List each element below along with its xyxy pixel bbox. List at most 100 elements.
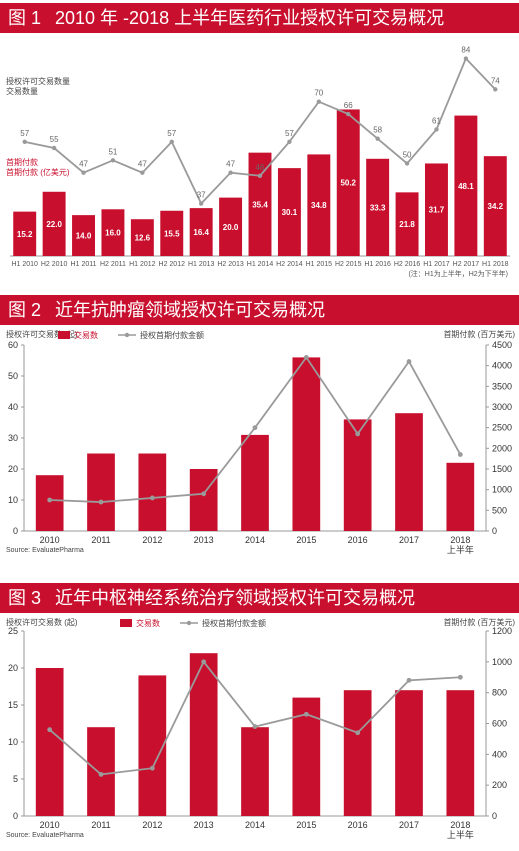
bar: [138, 675, 167, 816]
bar-data-label: 16.4: [193, 228, 209, 237]
line-point: [140, 170, 145, 175]
bar-data-label: 50.2: [340, 179, 356, 188]
y-axis-right-title: 首期付款 (百万美元): [443, 617, 515, 627]
line-data-label: 57: [20, 129, 29, 138]
x-tick-label: 2010: [40, 535, 60, 545]
x-tick-label: 2018: [450, 820, 470, 830]
y-left-tick-label: 30: [8, 433, 18, 443]
y-right-tick-label: 500: [492, 505, 507, 515]
line-data-label: 74: [491, 76, 500, 85]
bar-data-label: 48.1: [458, 182, 474, 191]
chart-3-number: 图 3: [8, 588, 42, 608]
legend-line-marker: [124, 332, 130, 338]
bar-data-label: 31.7: [429, 206, 445, 215]
legend-line-label: 授权许可交易数量: [6, 76, 70, 86]
bar-data-label: 20.0: [223, 223, 239, 232]
y-right-tick-label: 0: [492, 811, 497, 821]
x-tick-label: H1 2016: [364, 261, 391, 268]
y-right-tick-label: 4000: [492, 361, 512, 371]
y-left-tick-label: 10: [8, 737, 18, 747]
chart-1-title: 2010 年 -2018 上半年医药行业授权许可交易概况: [55, 8, 445, 28]
y-right-tick-label: 1000: [492, 485, 512, 495]
bar: [395, 690, 423, 816]
bar: [35, 668, 64, 816]
x-tick-label: H1 2015: [306, 261, 333, 268]
line-data-label: 47: [79, 160, 88, 169]
y-left-tick-label: 40: [8, 402, 18, 412]
line-point: [303, 355, 309, 360]
line-point: [169, 139, 174, 145]
y-right-tick-label: 1200: [492, 626, 512, 636]
x-tick-label: H1 2011: [71, 261, 97, 268]
line-point: [463, 56, 469, 61]
chart-panel-3: 图 3 近年中枢神经系统治疗领域授权许可交易概况 0 5 10 15 20 25 0 200 40…: [0, 583, 519, 851]
bar: [241, 434, 269, 531]
x-tick-label: H1 2012: [129, 261, 156, 268]
bar: [189, 469, 218, 531]
bar: [343, 690, 372, 816]
chart-2-plot: 0 10 20 30 40 50 60 0 500 1000 1500 2000 2500 3000 350…: [6, 329, 515, 555]
bar: [72, 215, 95, 256]
x-tick-label: H1 2014: [247, 261, 274, 268]
bar-data-label: 34.2: [488, 202, 504, 211]
bar: [160, 210, 184, 256]
line-data-label: 66: [344, 101, 353, 110]
line-point: [375, 136, 380, 141]
line-point: [404, 161, 410, 166]
chart-panel-2: 图 2 近年抗肿瘤领域授权许可交易概况 0 10 20 30 40 50 60 0 500 1000…: [0, 295, 519, 570]
x-tick-label: 2014: [245, 535, 265, 545]
legend-line-label: 授权首期付款金额: [202, 618, 266, 628]
line-point: [257, 173, 263, 178]
bar: [425, 163, 448, 256]
legend-line-marker: [186, 620, 192, 626]
x-tick-sublabel: 上半年: [447, 544, 474, 555]
x-tick-label: 2013: [194, 820, 214, 830]
y-left-tick-label: 25: [8, 626, 18, 636]
chart-1-plot: 15.2 H1 2010 22.0 H2 2010 14.0 H1 2011 16.0 H2 …: [6, 46, 510, 278]
x-tick-label: H1 2018: [482, 261, 509, 268]
bar: [138, 453, 167, 531]
bar-data-label: 15.5: [164, 229, 180, 238]
chart-3-header: 图 3 近年中枢神经系统治疗领域授权许可交易概况: [0, 583, 519, 613]
y-left-tick-label: 5: [13, 774, 18, 784]
chart-3-title: 近年中枢神经系统治疗领域授权许可交易概况: [55, 588, 416, 608]
x-tick-label: H2 2012: [159, 261, 186, 268]
bar: [277, 168, 301, 256]
legend-line-unit: 交易数量: [6, 86, 38, 96]
bar: [292, 357, 321, 531]
line-point: [287, 139, 292, 145]
bar: [395, 413, 423, 531]
legend-bar-unit: 首期付款 (亿美元): [6, 167, 70, 177]
line-point: [81, 170, 86, 175]
x-tick-label: 2010: [40, 820, 60, 830]
line-point: [434, 127, 439, 132]
line-data-label: 70: [314, 89, 323, 98]
y-left-tick-label: 20: [8, 663, 18, 673]
x-tick-label: 2012: [142, 820, 162, 830]
bar: [307, 154, 331, 256]
line-point: [493, 87, 498, 92]
x-tick-label: 2011: [91, 820, 110, 830]
line-data-label: 47: [138, 160, 147, 169]
line-point: [149, 495, 155, 501]
y-right-tick-label: 0: [492, 526, 497, 536]
bar: [87, 453, 115, 531]
bar: [454, 115, 478, 256]
y-left-tick-label: 10: [8, 495, 18, 505]
line-point: [110, 158, 116, 163]
legend-bar-label: 交易数: [136, 618, 160, 628]
bar: [343, 419, 372, 531]
y-left-tick-label: 0: [13, 526, 18, 536]
chart-2-number: 图 2: [8, 300, 42, 320]
line-point: [149, 765, 155, 771]
y-left-tick-label: 50: [8, 371, 18, 381]
line-point: [47, 727, 53, 733]
x-tick-label: H2 2013: [217, 261, 244, 268]
y-right-tick-label: 1500: [492, 464, 512, 474]
line-point: [252, 724, 258, 729]
line-point: [346, 111, 351, 117]
y-axis-right-title: 首期付款 (百万美元): [443, 329, 515, 339]
bar: [395, 192, 419, 256]
y-right-tick-label: 3000: [492, 402, 512, 412]
x-tick-label: H1 2013: [188, 261, 215, 268]
